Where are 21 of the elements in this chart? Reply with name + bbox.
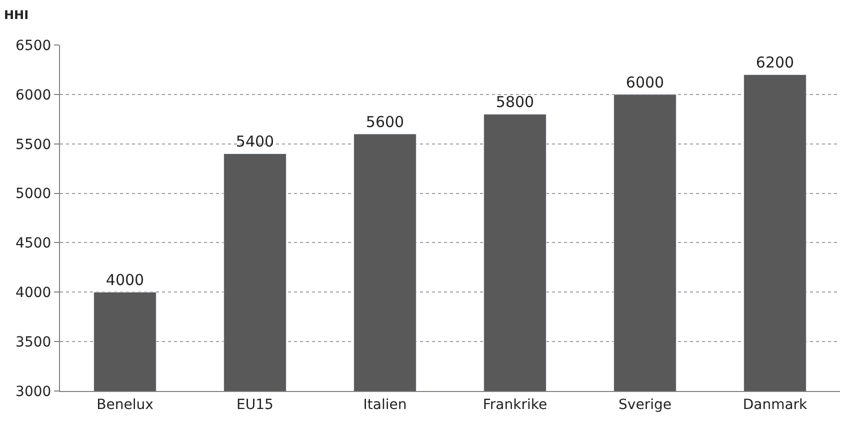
- x-tick-label: Benelux: [96, 396, 154, 413]
- y-tick-label: 4500: [16, 236, 52, 252]
- x-tick-label: EU15: [236, 396, 274, 413]
- y-tick-label: 4000: [16, 285, 52, 302]
- data-label: 6200: [756, 54, 794, 72]
- y-tick-label: 6000: [16, 87, 52, 104]
- data-label: 6000: [626, 73, 664, 92]
- data-label: 5800: [496, 93, 534, 112]
- x-tick-label: Danmark: [742, 396, 808, 413]
- x-tick-label: Italien: [363, 396, 407, 413]
- y-tick-label: 6500: [16, 38, 52, 54]
- y-tick-label: 3000: [16, 384, 52, 400]
- data-label: 5600: [366, 112, 404, 131]
- x-tick-label: Frankrike: [482, 396, 548, 413]
- data-label: 4000: [106, 271, 144, 290]
- data-label: 5400: [236, 132, 274, 151]
- y-axis-title: HHI: [4, 8, 29, 22]
- y-tick-label: 5000: [16, 186, 52, 202]
- x-tick-label: Sverige: [618, 396, 672, 413]
- y-tick-label: 5500: [16, 136, 52, 153]
- y-tick-label: 3500: [16, 334, 52, 350]
